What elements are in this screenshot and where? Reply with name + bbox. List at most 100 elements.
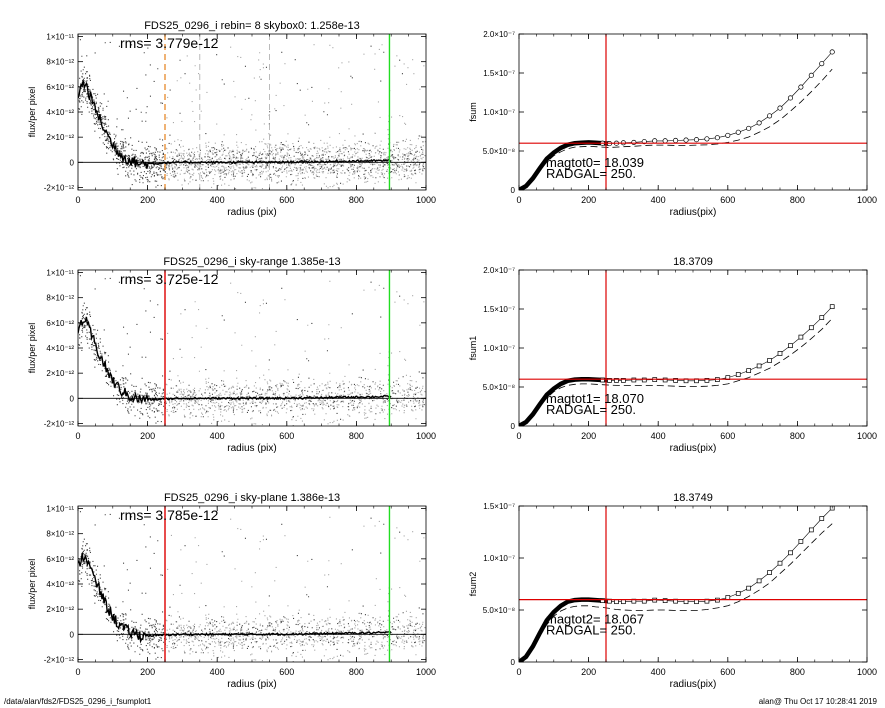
y-tick-label: 5.0×10⁻⁸: [483, 147, 515, 156]
data-point: [621, 599, 626, 605]
data-point: [662, 598, 668, 603]
x-tick-label: 0: [75, 195, 80, 205]
x-tick-label: 200: [140, 431, 155, 441]
x-tick-label: 1000: [857, 431, 877, 441]
y-tick-label: 0: [70, 630, 75, 639]
magnitude-annotation: magtot1= 18.070: [546, 391, 644, 406]
scatter-light-points: [165, 44, 426, 190]
y-tick-label: 4×10⁻¹²: [46, 344, 74, 353]
data-point: [725, 595, 731, 600]
y-tick-label: 2×10⁻¹²: [46, 369, 74, 378]
magnitude-annotation: RADGAL= 250.: [546, 402, 636, 417]
x-tick-label: 1000: [857, 667, 877, 677]
data-point: [600, 377, 605, 383]
data-point: [652, 138, 658, 144]
y-tick-label: 1.5×10⁻⁷: [483, 305, 515, 314]
rms-annotation: rms= 3.785e-12: [120, 507, 219, 523]
data-point: [808, 72, 814, 78]
y-axis-label: flux/per pixel: [27, 87, 37, 138]
y-tick-label: 4×10⁻¹²: [46, 108, 74, 117]
data-point: [614, 599, 619, 605]
data-point: [704, 136, 710, 142]
data-point: [694, 599, 699, 605]
y-tick-label: 0: [511, 422, 516, 431]
growth-curve-line: [519, 507, 833, 662]
magnitude-annotation: RADGAL= 250.: [546, 166, 636, 181]
data-point: [808, 527, 814, 533]
data-point: [735, 591, 741, 596]
data-point: [662, 138, 668, 144]
x-tick-label: 200: [581, 431, 596, 441]
footer-file-path: /data/alan/fds2/FDS25_0296_i_fsumplot1: [4, 697, 152, 706]
panel-right-2: 0 200 400 600 800 1000 0 5.0×10⁻⁸ 1.0×10⁻⁷ 1.5×10…: [468, 256, 877, 454]
data-point: [787, 95, 793, 101]
x-tick-label: 0: [75, 431, 80, 441]
data-point: [819, 516, 825, 521]
data-point: [683, 599, 689, 605]
lower-bound-curve: [519, 318, 833, 426]
y-tick-label: -2×10⁻¹²: [44, 183, 75, 192]
y-axis-label: fsum: [468, 102, 478, 122]
data-point: [683, 137, 689, 143]
rms-annotation: rms= 3.725e-12: [120, 271, 219, 287]
x-tick-label: 200: [140, 195, 155, 205]
chart-title: 18.3749: [673, 492, 713, 504]
plot-area: [78, 34, 426, 190]
data-point: [767, 570, 772, 575]
y-tick-label: 6×10⁻¹²: [46, 319, 74, 328]
y-tick-label: 8×10⁻¹²: [46, 294, 74, 303]
lower-bound-curve: [519, 523, 833, 662]
x-tick-label: 800: [790, 195, 805, 205]
data-point: [725, 132, 731, 138]
data-point: [662, 377, 668, 383]
markers: [600, 506, 835, 605]
y-tick-label: 5.0×10⁻⁸: [483, 606, 515, 615]
x-tick-label: 800: [790, 667, 805, 677]
x-tick-label: 400: [210, 195, 225, 205]
plot-area: [78, 270, 426, 426]
data-point: [693, 137, 700, 143]
y-tick-label: 1.5×10⁻⁷: [483, 502, 515, 511]
data-point: [798, 84, 804, 90]
scatter-dark-points: [78, 511, 426, 662]
x-tick-label: 600: [279, 431, 294, 441]
data-point: [746, 125, 752, 131]
plot-area: [519, 506, 867, 662]
x-axis-label: radius (pix): [227, 207, 276, 218]
y-tick-label: 1.5×10⁻⁷: [483, 69, 515, 78]
rms-annotation: rms= 3.779e-12: [120, 35, 219, 51]
y-tick-label: 2.0×10⁻⁷: [483, 30, 515, 39]
y-tick-label: 5.0×10⁻⁸: [483, 383, 515, 392]
y-tick-label: 8×10⁻¹²: [46, 58, 74, 67]
y-tick-label: 0: [70, 158, 75, 167]
data-point: [798, 539, 804, 544]
panel-left-3: 0 200 400 600 800 1000-2×10⁻¹²02×10⁻¹²4×10⁻¹²…: [27, 492, 436, 690]
y-tick-label: 1.0×10⁻⁷: [483, 554, 515, 563]
panel-right-1: 0 200 400 600 800 1000 0 5.0×10⁻⁸ 1.0×10⁻⁷ 1.5×10…: [468, 30, 877, 218]
data-point: [777, 105, 783, 111]
y-tick-label: -2×10⁻¹²: [44, 655, 75, 664]
y-tick-label: 2.0×10⁻⁷: [483, 266, 515, 275]
x-tick-label: 800: [790, 431, 805, 441]
data-point: [621, 378, 626, 383]
y-tick-label: 1.0×10⁻⁷: [483, 108, 515, 117]
lower-bound-curve: [519, 68, 833, 190]
x-axis-label: radius (pix): [227, 443, 276, 454]
data-point: [767, 358, 772, 363]
scatter-points: [78, 511, 426, 662]
panel-left-1: 0 200 400 600 800 1000-2×10⁻¹²02×10⁻¹²4×10⁻¹²…: [27, 20, 436, 218]
y-tick-label: 4×10⁻¹²: [46, 580, 74, 589]
radial-profile-line: [78, 316, 392, 405]
radial-profile-line: [78, 80, 392, 169]
footer-timestamp: alan@ Thu Oct 17 10:28:41 2019: [758, 697, 877, 706]
plot-area: [78, 506, 426, 662]
plot-frame: [518, 505, 868, 663]
x-tick-label: 600: [720, 667, 735, 677]
data-point: [735, 129, 741, 135]
y-tick-label: 1×10⁻¹¹: [46, 505, 74, 514]
data-point: [819, 61, 825, 67]
y-tick-label: 1×10⁻¹¹: [46, 269, 74, 278]
y-tick-label: 0: [511, 658, 516, 667]
chart-title: FDS25_0296_i rebin= 8 skybox0: 1.258e-13: [144, 20, 360, 32]
x-tick-label: 600: [720, 195, 735, 205]
